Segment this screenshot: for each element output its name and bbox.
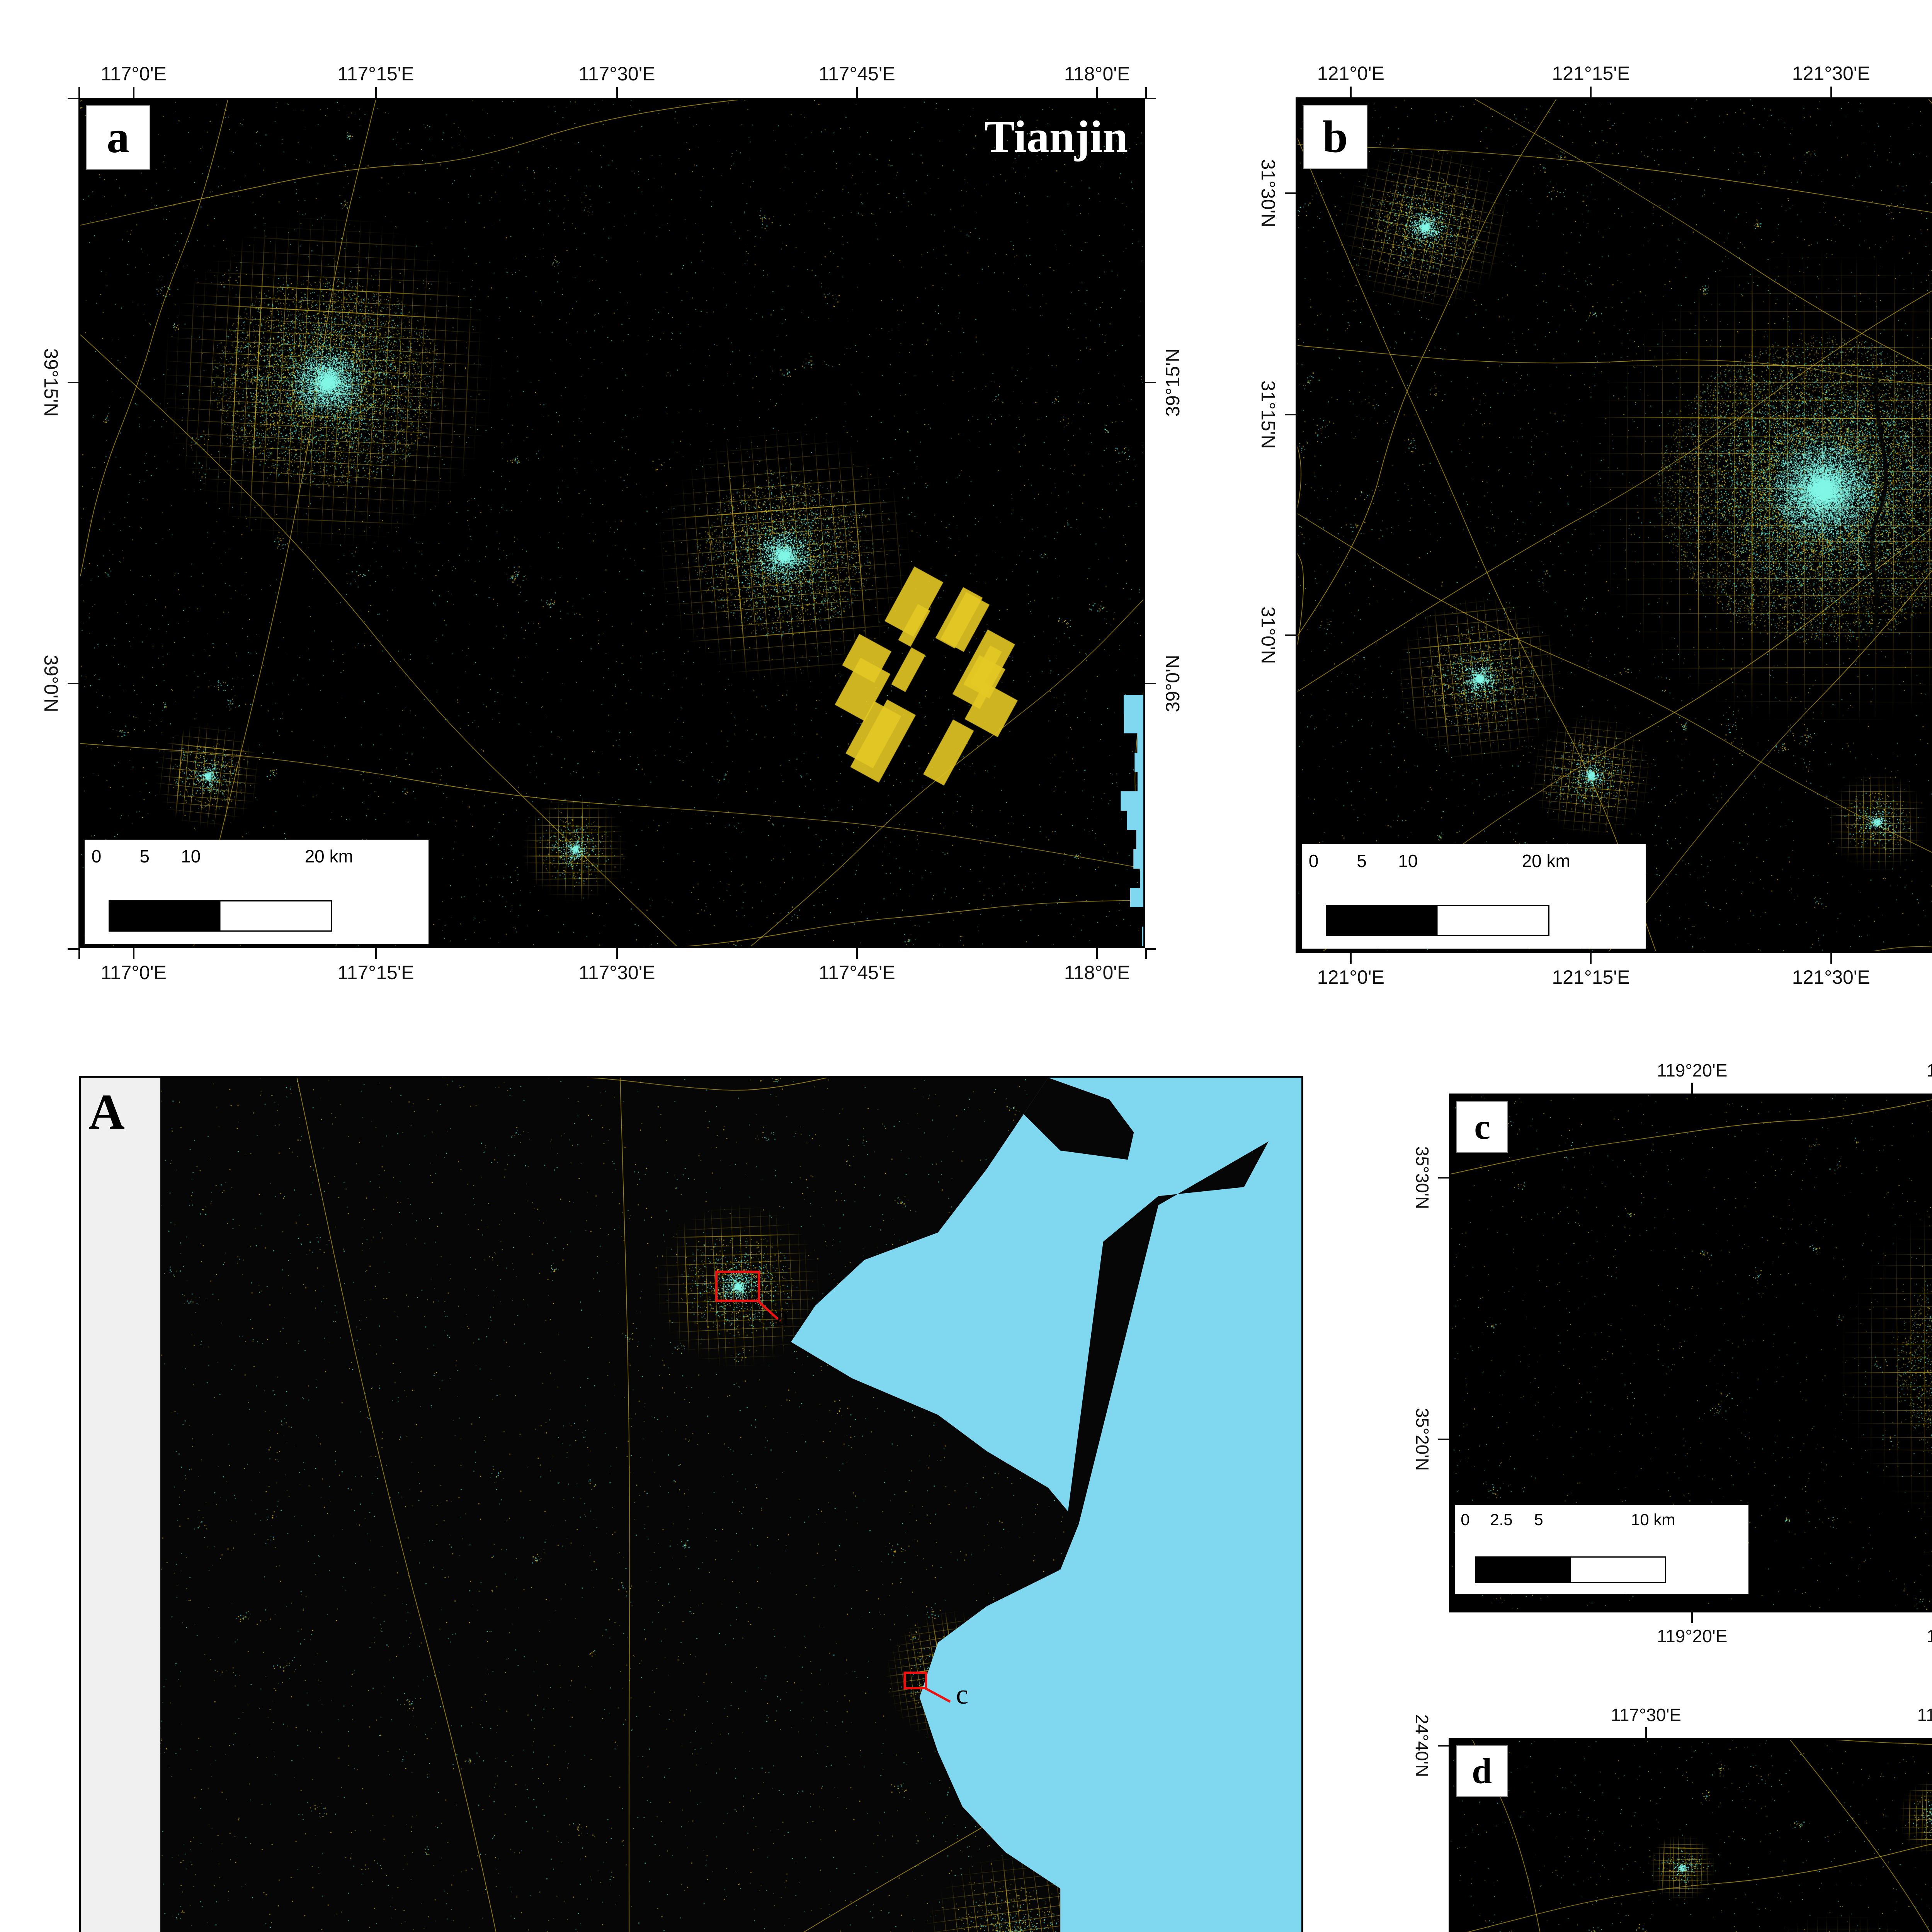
svg-text:c: c	[956, 1679, 968, 1710]
svg-text:a: a	[776, 1300, 789, 1331]
